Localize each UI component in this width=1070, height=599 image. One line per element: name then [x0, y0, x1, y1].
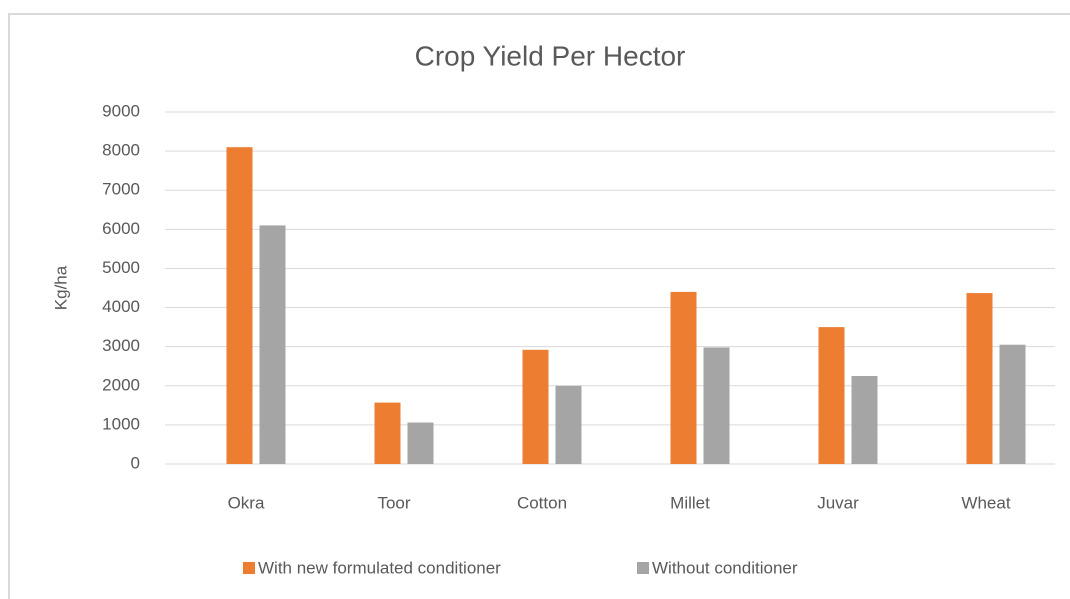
- legend-label: Without conditioner: [652, 558, 798, 577]
- legend-swatch: [637, 562, 649, 574]
- bar: [851, 376, 878, 464]
- y-tick-label: 3000: [102, 336, 140, 355]
- bar: [555, 385, 582, 464]
- y-tick-label: 5000: [102, 258, 140, 277]
- y-tick-label: 6000: [102, 219, 140, 238]
- legend-swatch: [243, 562, 255, 574]
- y-tick-label: 1000: [102, 414, 140, 433]
- bar: [818, 327, 845, 464]
- bar: [522, 349, 549, 464]
- y-tick-label: 9000: [102, 101, 140, 120]
- x-tick-label: Wheat: [961, 493, 1010, 512]
- bar: [670, 291, 697, 464]
- x-tick-label: Okra: [228, 493, 265, 512]
- bar: [374, 402, 401, 464]
- x-tick-label: Millet: [670, 493, 710, 512]
- y-tick-label: 4000: [102, 297, 140, 316]
- x-tick-label: Cotton: [517, 493, 567, 512]
- x-tick-label: Toor: [377, 493, 410, 512]
- x-tick-label: Juvar: [817, 493, 859, 512]
- y-tick-label: 0: [131, 453, 140, 472]
- y-tick-label: 2000: [102, 375, 140, 394]
- chart-border: [8, 13, 1070, 599]
- chart-title: Crop Yield Per Hector: [415, 40, 686, 71]
- bar: [259, 225, 286, 464]
- bar: [966, 293, 993, 464]
- legend-label: With new formulated conditioner: [258, 558, 501, 577]
- y-axis-label: Kg/ha: [51, 265, 70, 310]
- bar: [226, 147, 253, 464]
- y-tick-label: 7000: [102, 180, 140, 199]
- y-tick-label: 8000: [102, 141, 140, 160]
- bar: [999, 344, 1026, 464]
- bar: [407, 422, 434, 464]
- bar: [703, 347, 730, 464]
